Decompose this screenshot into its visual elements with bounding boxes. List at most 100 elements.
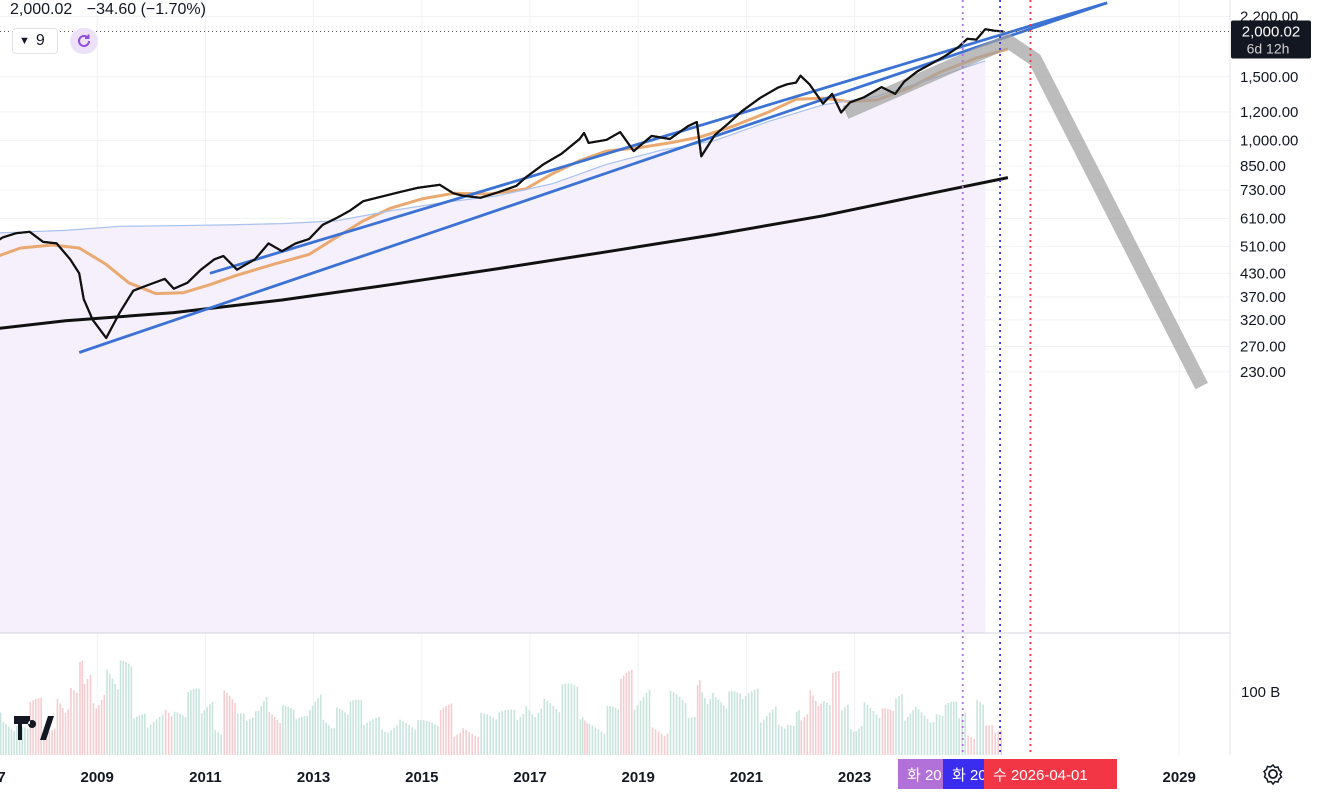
volume-bar <box>173 711 176 755</box>
volume-bar <box>625 672 628 755</box>
volume-bar <box>967 735 969 755</box>
volume-bar <box>733 691 736 755</box>
volume-bar <box>528 710 531 755</box>
volume-bar <box>736 692 739 755</box>
volume-bar <box>220 734 223 755</box>
volume-bar <box>777 724 780 755</box>
volume-bar <box>10 728 13 755</box>
volume-bar <box>814 700 817 755</box>
volume-bar <box>170 716 173 755</box>
x-tick-label: 2019 <box>622 769 655 786</box>
volume-bar <box>970 737 972 755</box>
volume-bar <box>912 710 914 755</box>
volume-bar <box>263 701 265 755</box>
volume-bar <box>614 707 617 755</box>
x-tick-label: 2015 <box>405 769 438 786</box>
volume-bar <box>254 711 257 755</box>
volume-bar <box>789 725 792 755</box>
volume-bar <box>408 725 410 755</box>
volume-bar <box>504 710 507 755</box>
volume-bar <box>29 701 32 755</box>
volume-bar <box>341 710 344 755</box>
price-legend: 2,000.02 −34.60 (−1.70%) <box>10 1 216 19</box>
volume-bar <box>932 722 935 755</box>
volume-bar <box>40 697 42 755</box>
volume-bar <box>872 711 875 755</box>
volume-bar <box>669 690 672 755</box>
volume-bar <box>138 715 141 755</box>
volume-bar <box>73 690 75 755</box>
volume-bar <box>117 689 119 755</box>
volume-bar <box>979 702 981 755</box>
volume-bar <box>534 717 537 755</box>
volume-bar <box>798 710 800 755</box>
volume-bar <box>434 724 436 755</box>
volume-bar <box>195 688 198 755</box>
volume-bar <box>217 732 220 755</box>
refresh-icon[interactable] <box>70 28 98 54</box>
volume-bar <box>489 715 492 755</box>
volume-bar <box>330 728 333 755</box>
legend-change: −34.60 (−1.70%) <box>86 1 206 18</box>
volume-bar <box>303 716 306 755</box>
volume-bar <box>860 725 863 755</box>
y-tick-label: 320.00 <box>1240 312 1286 329</box>
chevron-down-icon: ▼ <box>19 35 30 47</box>
volume-bar <box>70 688 72 755</box>
volume-bar <box>904 720 906 755</box>
volume-bar <box>360 700 363 755</box>
volume-bar <box>812 695 814 755</box>
volume-bar <box>83 683 86 755</box>
volume-bar <box>309 710 311 755</box>
volume-bar <box>850 729 852 755</box>
volume-bar <box>681 699 684 755</box>
date-badge-label: 수 2026-04-01 <box>993 767 1088 784</box>
volume-bar <box>295 719 298 755</box>
volume-bar <box>209 704 211 755</box>
volume-bar <box>336 707 338 755</box>
series-ma_slow <box>0 60 986 234</box>
volume-bar <box>349 701 352 755</box>
volume-bar <box>906 716 909 755</box>
volume-bar <box>579 719 582 755</box>
volume-bar <box>198 688 200 755</box>
volume-bar <box>507 709 510 755</box>
volume-bar <box>21 726 24 755</box>
volume-bar <box>24 727 26 755</box>
volume-bar <box>628 671 630 755</box>
volume-bar <box>474 735 476 755</box>
volume-bar <box>114 683 116 755</box>
volume-bar <box>53 728 56 755</box>
volume-bar <box>660 733 663 755</box>
volume-bar <box>64 712 67 755</box>
volume-bar <box>829 704 831 755</box>
gear-icon[interactable] <box>1262 763 1284 790</box>
volume-bar <box>852 731 855 755</box>
volume-bar <box>346 714 349 755</box>
volume-bar <box>167 712 170 755</box>
volume-bar <box>357 699 360 755</box>
volume-bar <box>260 705 263 755</box>
volume-bar <box>639 700 642 755</box>
volume-bar <box>915 707 917 755</box>
volume-bar <box>955 701 958 755</box>
volume-bar <box>79 661 81 755</box>
volume-bar <box>13 731 15 755</box>
volume-bar <box>282 705 284 755</box>
volume-bar <box>869 707 872 755</box>
volume-bar <box>866 705 869 755</box>
tradingview-logo-icon[interactable] <box>14 716 54 745</box>
interval-selector[interactable]: ▼ 9 <box>12 28 58 54</box>
volume-bar <box>59 703 61 755</box>
volume-bar <box>938 714 941 755</box>
volume-bar <box>809 690 812 755</box>
volume-bar <box>895 698 897 755</box>
volume-bar <box>439 710 442 755</box>
volume-bar <box>714 697 717 755</box>
volume-bar <box>468 731 470 755</box>
volume-bar <box>95 708 97 755</box>
volume-bar <box>973 738 975 755</box>
volume-bar <box>268 712 271 755</box>
volume-bar <box>753 689 756 755</box>
